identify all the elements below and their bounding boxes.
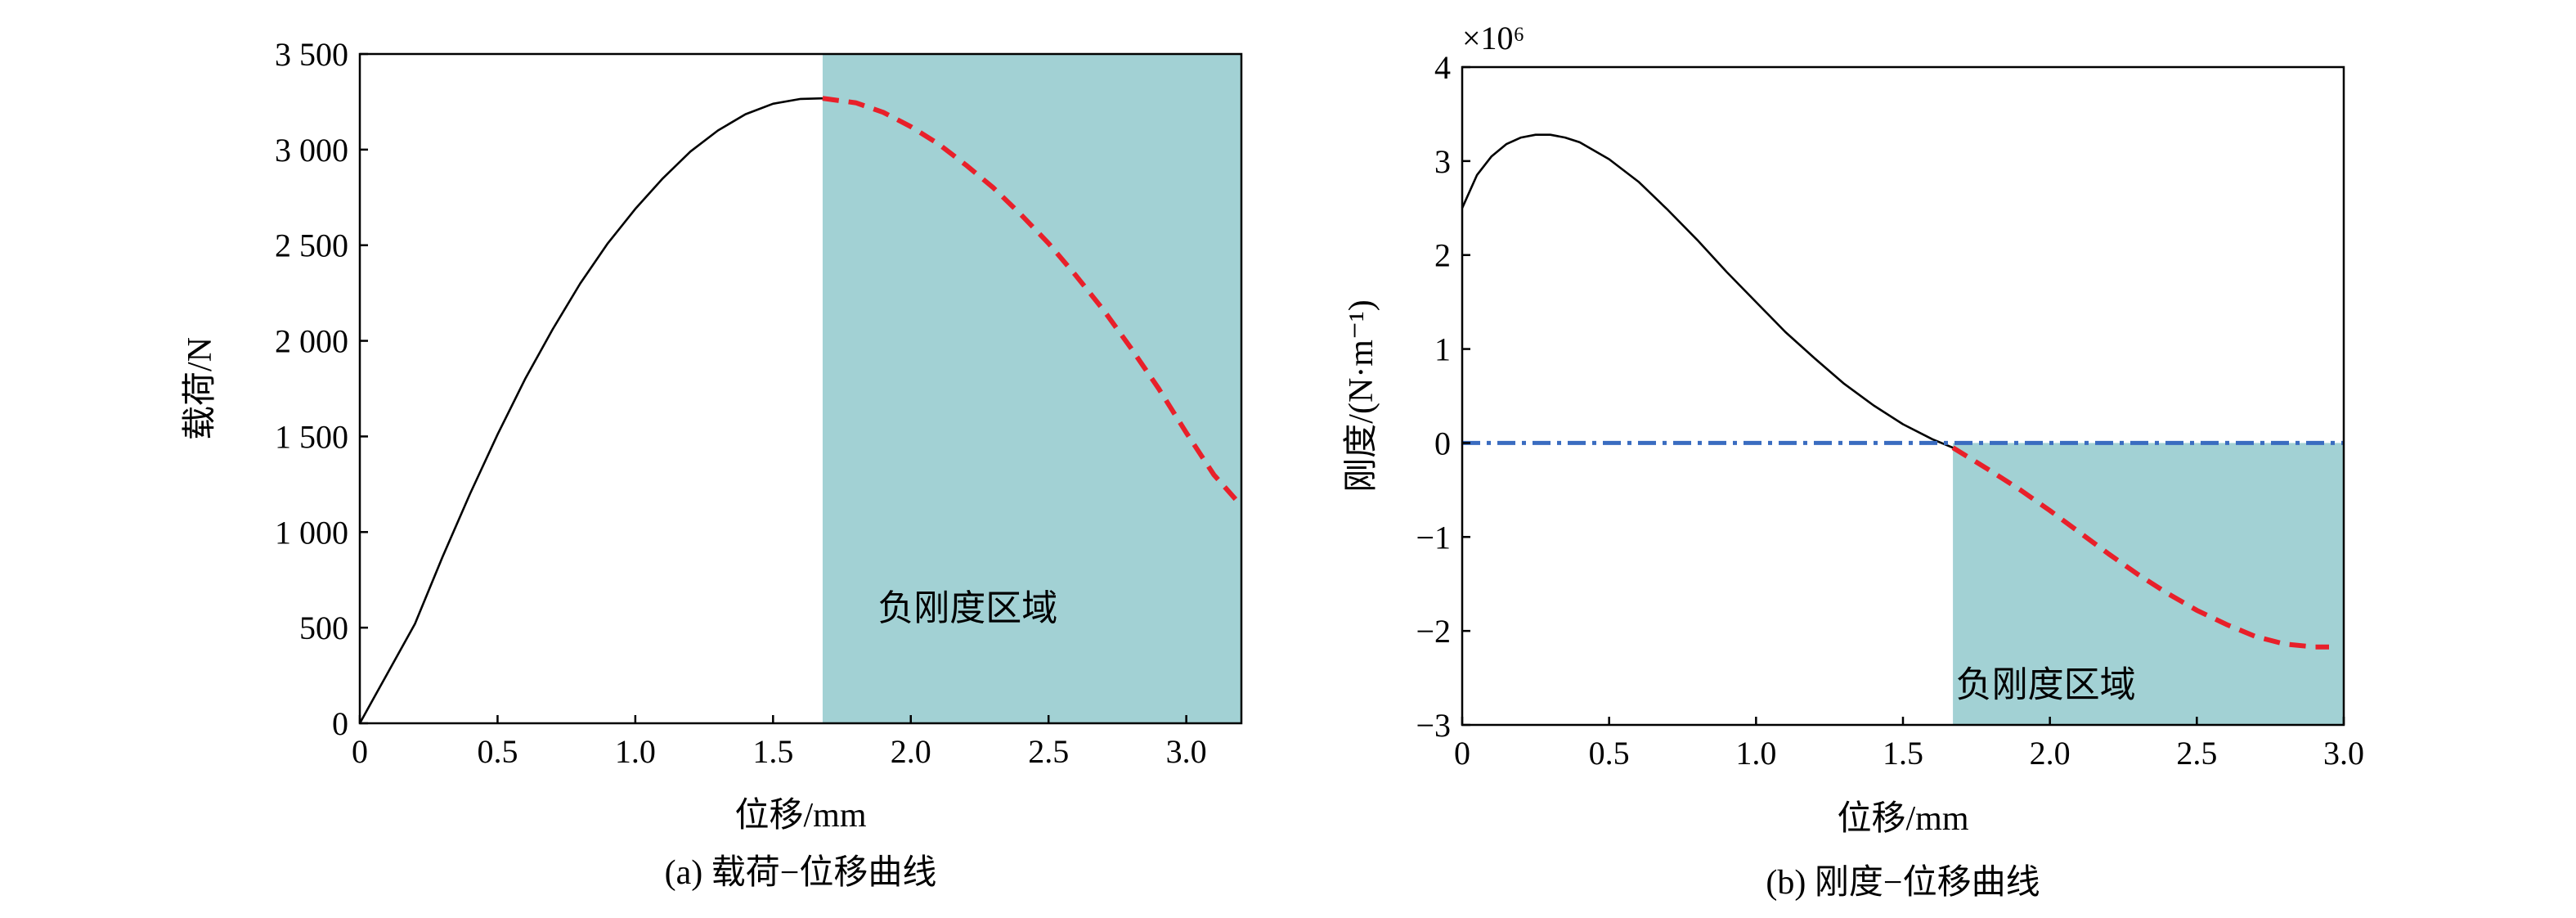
series-line-solid bbox=[358, 97, 823, 724]
y-tick-label: 1 000 bbox=[275, 514, 348, 551]
caption: (a) 载荷−位移曲线 bbox=[665, 853, 937, 892]
y-tick-label: 3 bbox=[1434, 143, 1451, 180]
x-tick-label: 1.0 bbox=[1735, 735, 1776, 772]
x-tick-label: 0 bbox=[1454, 735, 1470, 772]
region-fill bbox=[822, 54, 1241, 723]
series-line-dashed bbox=[1951, 445, 2329, 650]
panel-a-load-displacement: 0 0.5 1.0 1.5 2.0 2.5 3.0 0 500 1 000 1 500 2 000 2… bbox=[182, 36, 1243, 892]
x-tick-label: 3.0 bbox=[2323, 735, 2364, 772]
y-tick-label: −3 bbox=[1416, 707, 1451, 744]
y-axis-ticks: −3 −2 −1 0 1 2 3 4 bbox=[1416, 49, 1470, 744]
y-axis-ticks: 0 500 1 000 1 500 2 000 2 500 3 000 3 500 bbox=[275, 36, 368, 742]
series-line-solid bbox=[1461, 133, 1954, 449]
y-tick-label: 2 500 bbox=[275, 227, 348, 264]
y-tick-label: 0 bbox=[332, 705, 348, 742]
x-tick-label: 2.0 bbox=[2030, 735, 2071, 772]
plot-frame bbox=[358, 52, 1243, 725]
y-axis-title: 载荷/N bbox=[182, 337, 219, 440]
panel-b-stiffness-displacement: 0 0.5 1.0 1.5 2.0 2.5 3.0 −3 −2 −1 0 1 2 3 4 ×10⁶ 负刚度… bbox=[1343, 20, 2364, 902]
x-tick-label: 0 bbox=[352, 733, 368, 770]
negative-stiffness-region bbox=[822, 54, 1241, 723]
y-tick-label: −2 bbox=[1416, 613, 1451, 650]
x-tick-label: 1.5 bbox=[1883, 735, 1923, 772]
y-tick-label: 500 bbox=[299, 610, 348, 646]
region-label: 负刚度区域 bbox=[1956, 664, 2136, 706]
y-tick-label: −1 bbox=[1416, 519, 1451, 556]
plot-lines bbox=[1461, 133, 2344, 650]
x-tick-label: 3.0 bbox=[1166, 733, 1207, 770]
y-tick-label: 2 000 bbox=[275, 323, 348, 360]
y-tick-label: 2 bbox=[1434, 237, 1451, 274]
y-tick-label: 3 000 bbox=[275, 132, 348, 169]
x-axis-title: 位移/mm bbox=[1837, 799, 1968, 838]
x-tick-label: 1.5 bbox=[752, 733, 793, 770]
x-tick-label: 2.0 bbox=[891, 733, 931, 770]
y-tick-label: 1 500 bbox=[275, 418, 348, 455]
x-axis-ticks: 0 0.5 1.0 1.5 2.0 2.5 3.0 bbox=[1454, 717, 2364, 772]
y-axis-title: 刚度/(N·m⁻¹) bbox=[1343, 299, 1380, 492]
region-label: 负刚度区域 bbox=[877, 587, 1057, 629]
x-axis-ticks: 0 0.5 1.0 1.5 2.0 2.5 3.0 bbox=[352, 715, 1207, 770]
y-tick-label: 3 500 bbox=[275, 36, 348, 73]
x-tick-label: 0.5 bbox=[1589, 735, 1630, 772]
x-tick-label: 0.5 bbox=[477, 733, 518, 770]
plot-lines bbox=[358, 96, 1238, 724]
caption: (b) 刚度−位移曲线 bbox=[1766, 863, 2040, 902]
y-tick-label: 1 bbox=[1434, 331, 1451, 368]
series-line-dashed bbox=[822, 96, 1238, 502]
y-tick-label: 4 bbox=[1434, 49, 1451, 86]
x-tick-label: 1.0 bbox=[615, 733, 656, 770]
x-tick-label: 2.5 bbox=[2176, 735, 2217, 772]
x-tick-label: 2.5 bbox=[1028, 733, 1069, 770]
x-axis-title: 位移/mm bbox=[734, 796, 866, 835]
y-tick-label: 0 bbox=[1434, 425, 1451, 461]
y-axis-exponent: ×10⁶ bbox=[1462, 20, 1525, 56]
